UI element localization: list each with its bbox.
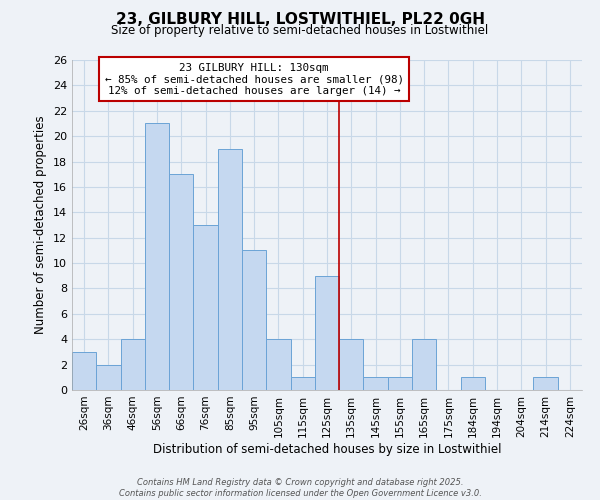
Bar bbox=[266, 339, 290, 390]
Bar bbox=[533, 378, 558, 390]
Bar bbox=[339, 339, 364, 390]
Bar bbox=[218, 149, 242, 390]
Bar bbox=[412, 339, 436, 390]
X-axis label: Distribution of semi-detached houses by size in Lostwithiel: Distribution of semi-detached houses by … bbox=[153, 442, 501, 456]
Bar bbox=[169, 174, 193, 390]
Bar bbox=[290, 378, 315, 390]
Bar bbox=[72, 352, 96, 390]
Text: 23, GILBURY HILL, LOSTWITHIEL, PL22 0GH: 23, GILBURY HILL, LOSTWITHIEL, PL22 0GH bbox=[115, 12, 485, 28]
Bar bbox=[364, 378, 388, 390]
Bar bbox=[461, 378, 485, 390]
Bar bbox=[388, 378, 412, 390]
Text: Size of property relative to semi-detached houses in Lostwithiel: Size of property relative to semi-detach… bbox=[112, 24, 488, 37]
Bar bbox=[145, 124, 169, 390]
Text: Contains HM Land Registry data © Crown copyright and database right 2025.
Contai: Contains HM Land Registry data © Crown c… bbox=[119, 478, 481, 498]
Bar bbox=[315, 276, 339, 390]
Bar bbox=[242, 250, 266, 390]
Bar bbox=[96, 364, 121, 390]
Bar bbox=[121, 339, 145, 390]
Bar bbox=[193, 225, 218, 390]
Text: 23 GILBURY HILL: 130sqm
← 85% of semi-detached houses are smaller (98)
12% of se: 23 GILBURY HILL: 130sqm ← 85% of semi-de… bbox=[104, 62, 404, 96]
Y-axis label: Number of semi-detached properties: Number of semi-detached properties bbox=[34, 116, 47, 334]
